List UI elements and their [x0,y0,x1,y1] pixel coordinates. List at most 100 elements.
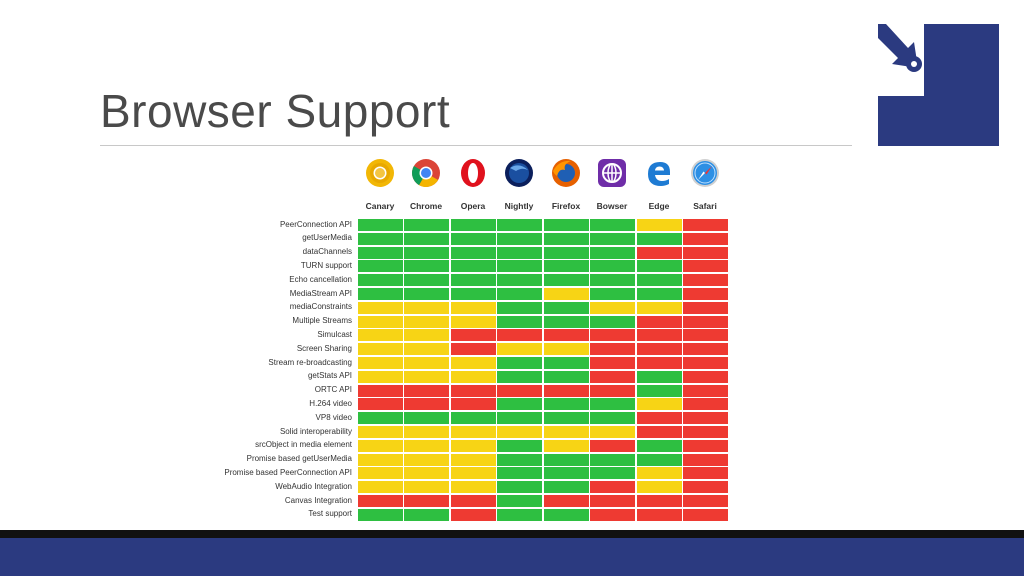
browser-label: Chrome [409,201,443,211]
browser-label: Canary [365,201,395,211]
support-cell [451,357,496,369]
support-cell [544,260,589,273]
browser-opera: Opera [450,158,496,211]
browser-bowser: Bowser [589,158,635,211]
support-cell [451,370,496,383]
support-cell [404,219,449,231]
support-cell [683,219,728,231]
support-cell [637,315,682,328]
support-cell [683,329,728,342]
support-cell [451,439,496,452]
support-cell [637,260,682,273]
chrome-icon [411,158,441,188]
feature-label: WebAudio Integration [275,481,352,491]
support-cell [404,398,449,411]
firefox-icon [551,158,581,188]
support-cell [404,329,449,342]
support-cell [497,370,542,383]
support-cell [404,412,449,425]
support-cell [404,260,449,273]
support-cell [358,260,403,273]
support-cell [451,412,496,425]
feature-label: Promise based PeerConnection API [224,467,352,477]
support-cell [358,508,403,521]
support-cell [358,343,403,356]
support-cell [590,246,635,259]
feature-label: Multiple Streams [292,316,352,326]
support-cell [590,384,635,397]
support-cell [544,453,589,466]
support-cell [637,481,682,494]
support-cell [637,398,682,411]
feature-label: ORTC API [314,385,352,395]
support-cell [497,288,542,300]
support-cell [590,274,635,287]
support-cell [404,384,449,397]
support-cell [404,508,449,521]
feature-label: VP8 video [315,412,352,422]
support-cell [497,301,542,314]
support-cell [544,301,589,314]
support-cell [590,357,635,369]
support-cell [590,260,635,273]
support-cell [544,398,589,411]
support-cell [451,426,496,438]
support-cell [497,508,542,521]
support-cell [404,467,449,480]
support-cell [404,453,449,466]
support-cell [637,301,682,314]
support-cell [590,329,635,342]
edge-icon [644,158,674,188]
support-cell [544,412,589,425]
feature-label: Canvas Integration [284,495,352,505]
support-cell [544,274,589,287]
support-cell [544,219,589,231]
support-cell [497,426,542,438]
support-cell [683,274,728,287]
support-cell [683,426,728,438]
support-cell [404,439,449,452]
support-cell [637,426,682,438]
support-cell [683,246,728,259]
support-cell [451,453,496,466]
support-cell [358,329,403,342]
support-cell [544,288,589,300]
support-cell [358,384,403,397]
support-cell [544,426,589,438]
support-cell [637,467,682,480]
feature-label: Solid interoperability [279,426,352,436]
support-cell [637,495,682,507]
support-cell [637,232,682,245]
support-cell [683,481,728,494]
support-cell [544,495,589,507]
firefox-nightly-icon [504,158,534,188]
support-cell [637,412,682,425]
support-cell [590,301,635,314]
browser-label: Opera [460,201,486,211]
feature-label: Promise based getUserMedia [246,454,352,464]
support-cell [451,343,496,356]
support-cell [404,426,449,438]
browser-label: Edge [648,201,670,211]
title-divider [100,145,852,146]
support-cell [590,398,635,411]
slide-title: Browser Support [100,85,451,137]
support-cell [451,508,496,521]
support-cell [497,274,542,287]
feature-label: getUserMedia [302,233,352,243]
support-cell [683,301,728,314]
support-cell [637,329,682,342]
support-cell [683,467,728,480]
support-cell [358,412,403,425]
browser-edge: Edge [636,158,682,211]
support-cell [683,439,728,452]
support-cell [590,343,635,356]
support-cell [358,370,403,383]
support-cell [497,481,542,494]
support-cell [544,439,589,452]
support-cell [683,343,728,356]
support-cell [544,343,589,356]
support-cell [497,495,542,507]
support-cell [497,329,542,342]
support-cell [358,301,403,314]
